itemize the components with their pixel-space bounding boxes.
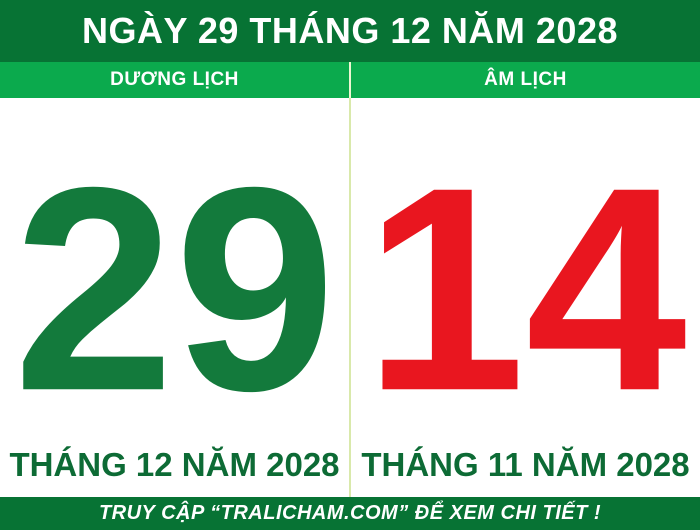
page-title: NGÀY 29 THÁNG 12 NĂM 2028 xyxy=(81,10,618,51)
lunar-calendar-label: ÂM LỊCH xyxy=(484,69,567,90)
column-divider xyxy=(349,98,351,497)
solar-day-column: 29 THÁNG 12 NĂM 2028 xyxy=(0,98,349,497)
solar-month-year-label: THÁNG 12 NĂM 2028 xyxy=(9,446,340,483)
calendar-type-bar: DƯƠNG LỊCH ÂM LỊCH xyxy=(0,62,700,98)
lunar-day-column: 14 THÁNG 11 NĂM 2028 xyxy=(351,98,700,497)
lunar-day-number: 14 xyxy=(364,126,687,451)
solar-calendar-label: DƯƠNG LỊCH xyxy=(110,69,239,90)
footer-promo-text: TRUY CẬP “TRALICHAM.COM” ĐỂ XEM CHI TIẾT… xyxy=(98,502,602,524)
lunar-month-year-label: THÁNG 11 NĂM 2028 xyxy=(361,446,690,483)
subheader-divider xyxy=(349,62,351,98)
footer-bar: TRUY CẬP “TRALICHAM.COM” ĐỂ XEM CHI TIẾT… xyxy=(0,497,700,530)
header-bar: NGÀY 29 THÁNG 12 NĂM 2028 xyxy=(0,0,700,62)
solar-day-number: 29 xyxy=(13,126,336,451)
day-numbers-area: 29 THÁNG 12 NĂM 2028 14 THÁNG 11 NĂM 202… xyxy=(0,98,700,497)
